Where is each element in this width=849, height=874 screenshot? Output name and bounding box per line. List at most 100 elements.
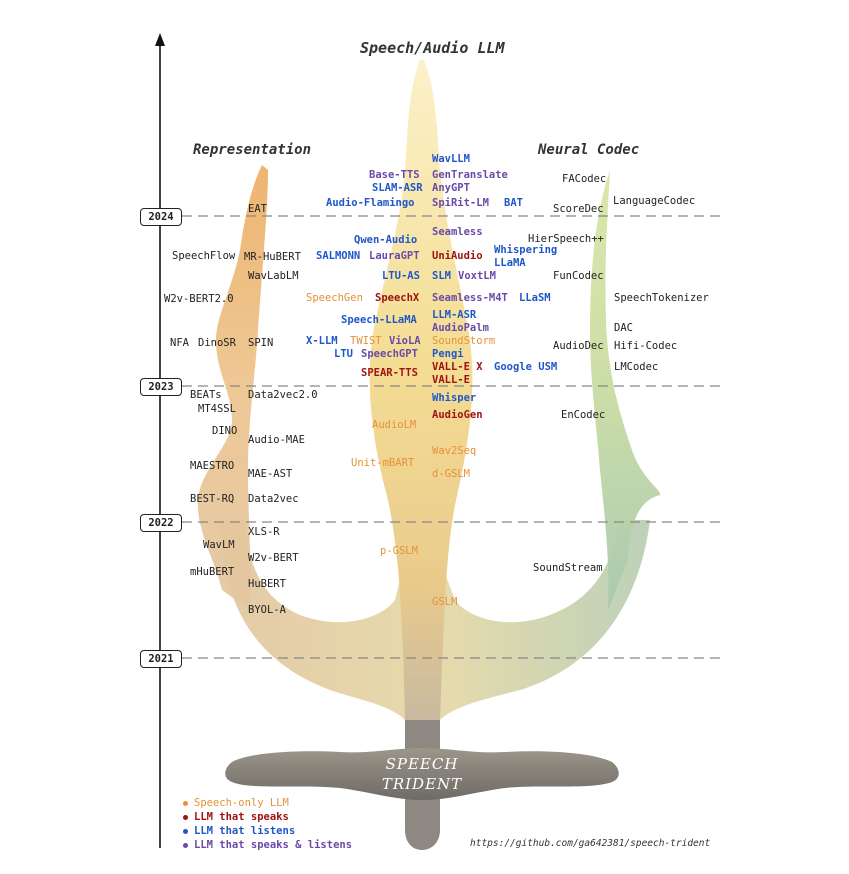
- year-2024: 2024: [140, 208, 182, 226]
- model-label: EnCodec: [561, 409, 606, 421]
- trident-base: [225, 748, 619, 800]
- model-label: AudioDec: [553, 340, 604, 352]
- model-label: MT4SSL: [198, 403, 236, 415]
- model-label: SpiRit-LM: [432, 197, 489, 209]
- model-label: MAE-AST: [248, 468, 293, 480]
- legend-item: LLM that listens: [183, 824, 352, 838]
- model-label: DAC: [614, 322, 633, 334]
- model-label: SALMONN: [316, 250, 361, 262]
- model-label: ScoreDec: [553, 203, 604, 215]
- model-label: AudioGen: [432, 409, 483, 421]
- model-label: Wav2Seq: [432, 445, 477, 457]
- model-label: SpeechX: [375, 292, 420, 304]
- model-label: X-LLM: [306, 335, 338, 347]
- legend: Speech-only LLM LLM that speaks LLM that…: [183, 796, 352, 852]
- legend-dot-icon: [183, 828, 188, 834]
- model-label: Base-TTS: [369, 169, 420, 181]
- model-label: SpeechGen: [306, 292, 363, 304]
- trident-center-prong: [369, 60, 473, 720]
- model-label: Google USM: [494, 361, 558, 373]
- legend-item: LLM that speaks & listens: [183, 838, 352, 852]
- model-label: SPEAR-TTS: [361, 367, 418, 379]
- model-label: HuBERT: [248, 578, 286, 590]
- model-label: LLaSM: [519, 292, 551, 304]
- model-label: Audio-MAE: [248, 434, 305, 446]
- model-label: SoundStorm: [432, 335, 496, 347]
- model-label: VALL-E: [432, 374, 470, 386]
- model-label: HierSpeech++: [528, 233, 604, 245]
- source-url: https://github.com/ga642381/speech-tride…: [470, 838, 711, 849]
- legend-label: Speech-only LLM: [194, 797, 289, 809]
- model-label: AnyGPT: [432, 182, 470, 194]
- model-label: VoxtLM: [458, 270, 496, 282]
- trident-shape: [197, 60, 661, 850]
- model-label: SLM: [432, 270, 451, 282]
- model-label: BEST-RQ: [190, 493, 235, 505]
- model-label: SpeechGPT: [361, 348, 418, 360]
- model-label: Qwen-Audio: [354, 234, 418, 246]
- model-label: GSLM: [432, 596, 458, 608]
- model-label: EAT: [248, 203, 267, 215]
- year-2021: 2021: [140, 650, 182, 668]
- timeline-arrowhead: [155, 33, 165, 46]
- model-label: SLAM-ASR: [372, 182, 423, 194]
- diagram-title: Speech/Audio LLM: [360, 39, 505, 57]
- model-label: p-GSLM: [380, 545, 418, 557]
- model-label: DINO: [212, 425, 238, 437]
- model-label: LLM-ASR: [432, 309, 477, 321]
- legend-item: LLM that speaks: [183, 810, 352, 824]
- legend-dot-icon: [183, 814, 188, 820]
- model-label: SpeechTokenizer: [614, 292, 709, 304]
- model-label: LauraGPT: [369, 250, 420, 262]
- model-label: AudioLM: [372, 419, 417, 431]
- model-label: Unit-mBART: [351, 457, 415, 469]
- model-label: Hifi-Codec: [614, 340, 678, 352]
- model-label: GenTranslate: [432, 169, 508, 181]
- model-label: Pengi: [432, 348, 464, 360]
- model-label: LanguageCodec: [613, 195, 696, 207]
- year-2022: 2022: [140, 514, 182, 532]
- model-label: Audio-Flamingo: [326, 197, 415, 209]
- model-label: Data2vec: [248, 493, 299, 505]
- model-label: SoundStream: [533, 562, 603, 574]
- model-label: WavLM: [203, 539, 235, 551]
- model-label: Whispering: [494, 244, 558, 256]
- model-label: BEATs: [190, 389, 222, 401]
- model-label: d-GSLM: [432, 468, 470, 480]
- model-label: BAT: [504, 197, 523, 209]
- legend-dot-icon: [183, 800, 188, 806]
- model-label: Seamless-M4T: [432, 292, 508, 304]
- legend-item: Speech-only LLM: [183, 796, 352, 810]
- model-label: MR-HuBERT: [244, 251, 301, 263]
- model-label: NFA: [170, 337, 189, 349]
- model-label: SPIN: [248, 337, 274, 349]
- model-label: Speech-LLaMA: [341, 314, 417, 326]
- model-label: LLaMA: [494, 257, 526, 269]
- model-label: Data2vec2.0: [248, 389, 318, 401]
- branch-representation: Representation: [193, 142, 312, 158]
- model-label: BYOL-A: [248, 604, 286, 616]
- model-label: VALL-E X: [432, 361, 483, 373]
- model-label: XLS-R: [248, 526, 280, 538]
- model-label: W2v-BERT2.0: [164, 293, 234, 305]
- model-label: WavLabLM: [248, 270, 299, 282]
- model-label: LTU-AS: [382, 270, 420, 282]
- year-2023: 2023: [140, 378, 182, 396]
- model-label: Seamless: [432, 226, 483, 238]
- trident-left-prong: [197, 165, 268, 610]
- model-label: VioLA: [389, 335, 421, 347]
- model-label: SpeechFlow: [172, 250, 236, 262]
- model-label: FunCodec: [553, 270, 604, 282]
- legend-dot-icon: [183, 842, 188, 848]
- model-label: DinoSR: [198, 337, 236, 349]
- branch-neural-codec: Neural Codec: [538, 142, 640, 158]
- legend-label: LLM that listens: [194, 825, 296, 837]
- model-label: W2v-BERT: [248, 552, 299, 564]
- model-label: MAESTRO: [190, 460, 235, 472]
- model-label: mHuBERT: [190, 566, 235, 578]
- model-label: FACodec: [562, 173, 607, 185]
- model-label: Whisper: [432, 392, 477, 404]
- model-label: TWIST: [350, 335, 382, 347]
- base-title-line2: TRIDENT: [381, 775, 463, 793]
- model-label: AudioPalm: [432, 322, 489, 334]
